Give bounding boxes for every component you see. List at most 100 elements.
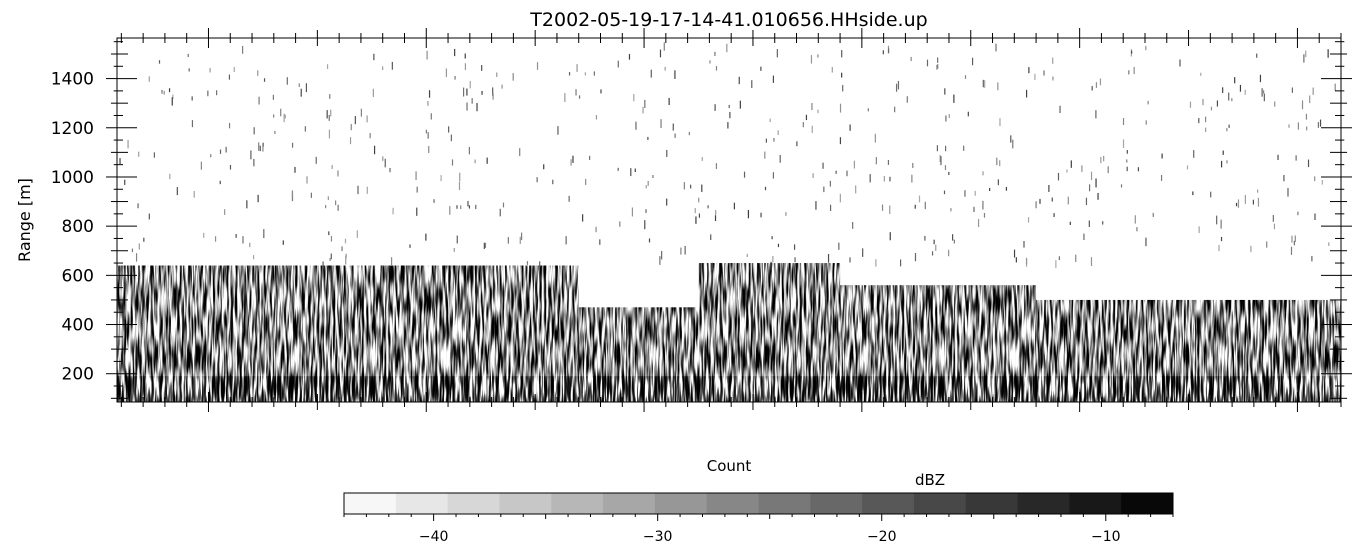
echo-streak [633, 93, 635, 102]
echo-streak [881, 204, 884, 211]
echo-streak [1085, 197, 1088, 206]
colorbar-label: dBZ [915, 471, 945, 489]
echo-streak [945, 115, 947, 122]
echo-streak [899, 259, 902, 267]
echo-streak [1234, 77, 1236, 84]
echo-streak [1126, 166, 1128, 172]
echo-streak [459, 172, 461, 182]
echo-streak [995, 43, 997, 52]
echo-streak [242, 236, 244, 244]
echo-streak [169, 173, 171, 180]
echo-streak [839, 193, 841, 203]
echo-streak [1091, 86, 1093, 91]
echo-streak [172, 94, 174, 99]
echo-streak [701, 157, 703, 161]
echo-streak [1088, 220, 1090, 227]
echo-streak [1102, 221, 1104, 225]
echo-streak [1291, 235, 1293, 243]
echo-streak [1259, 74, 1262, 83]
echo-streak [539, 261, 541, 268]
echo-streak [1314, 213, 1316, 221]
echo-streak [1273, 223, 1276, 230]
echo-streak [1075, 254, 1077, 262]
echo-streak [802, 122, 804, 128]
echo-streak [428, 146, 430, 153]
echo-streak [428, 90, 431, 98]
echo-streak [889, 205, 891, 214]
echo-streak [811, 103, 813, 111]
echo-streak [1035, 201, 1037, 209]
echo-streak [694, 207, 696, 214]
echo-streak [512, 73, 514, 81]
echo-streak [709, 60, 711, 64]
echo-streak [1257, 189, 1259, 193]
echo-streak [810, 55, 813, 64]
echo-streak [1235, 202, 1238, 207]
echo-streak [464, 53, 466, 59]
echo-streak [714, 215, 717, 221]
echo-streak [207, 90, 209, 97]
echo-streak [291, 190, 294, 199]
echo-streak [492, 87, 494, 96]
echo-streak [1015, 257, 1017, 263]
echo-streak [1048, 185, 1050, 192]
echo-streak [1226, 128, 1228, 132]
echo-streak [357, 185, 359, 195]
plot-frame [116, 37, 1342, 403]
echo-streak [739, 100, 741, 109]
echo-streak [1133, 66, 1135, 75]
echo-streak [849, 257, 851, 263]
echo-streak [765, 138, 767, 143]
echo-streak [409, 244, 411, 248]
echo-streak [743, 171, 746, 178]
echo-streak [948, 114, 950, 119]
echo-streak [372, 88, 374, 97]
echo-streak [158, 60, 161, 64]
echo-streak [944, 165, 947, 171]
echo-streak [209, 68, 211, 73]
echo-streak [568, 195, 570, 202]
echo-streak [1099, 78, 1102, 86]
echo-streak [1301, 100, 1304, 110]
echo-streak [1128, 70, 1130, 75]
echo-streak [350, 124, 352, 131]
echo-streak [599, 239, 601, 245]
echo-streak [1294, 235, 1296, 243]
colorbar-cell [344, 493, 397, 514]
echo-streak [286, 77, 288, 85]
echo-streak [263, 78, 266, 82]
echo-streak [1305, 50, 1307, 58]
echo-streak [430, 113, 432, 120]
echo-streak [366, 115, 368, 123]
echo-streak [445, 68, 448, 78]
echo-streak [874, 133, 876, 143]
echo-streak [1090, 257, 1093, 267]
echo-streak [354, 116, 356, 125]
echo-streak [953, 94, 955, 103]
echo-streak [666, 149, 668, 157]
echo-streak [690, 184, 692, 189]
echo-streak [683, 182, 685, 190]
echo-streak [1137, 167, 1140, 172]
echo-streak [595, 226, 597, 233]
echo-streak [846, 170, 848, 177]
echo-streak [536, 62, 539, 70]
echo-streak [822, 162, 824, 169]
echo-streak [466, 88, 468, 96]
echo-streak [823, 186, 825, 193]
echo-streak [829, 180, 831, 187]
echo-streak [747, 210, 750, 219]
echo-streak [257, 70, 259, 76]
echo-streak [1266, 241, 1268, 248]
echo-streak [191, 96, 193, 101]
echo-streak [391, 61, 393, 70]
echo-streak [168, 88, 171, 93]
echo-streak [257, 194, 259, 203]
echo-streak [1043, 70, 1045, 76]
echo-streak [931, 251, 934, 256]
y-tick-label: 200 [62, 365, 94, 385]
echo-streak [191, 120, 194, 128]
echo-streak [294, 166, 296, 173]
echo-streak [1210, 106, 1213, 111]
echo-streak [1145, 45, 1147, 51]
